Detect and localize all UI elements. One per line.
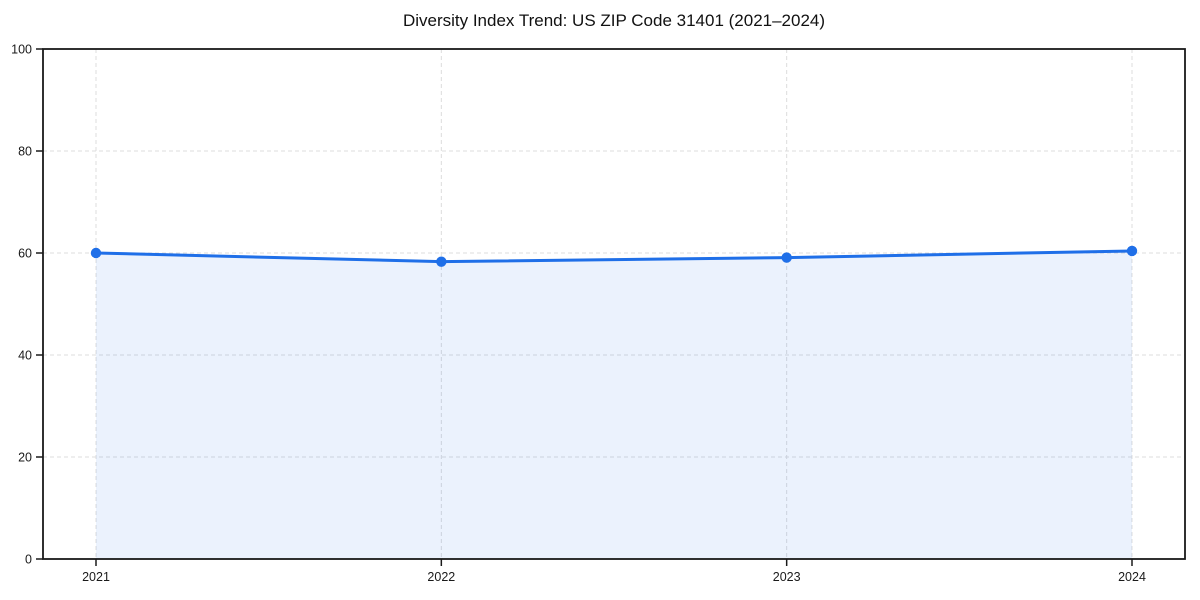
x-tick-label: 2021	[82, 570, 110, 584]
y-tick-label: 20	[18, 451, 32, 465]
y-tick-label: 100	[11, 43, 32, 57]
data-points	[90, 245, 1138, 267]
data-point-marker	[436, 256, 447, 267]
x-tick-label: 2024	[1118, 570, 1146, 584]
y-tick-label: 80	[18, 145, 32, 159]
trend-line	[94, 249, 1134, 264]
y-tick-label: 40	[18, 349, 32, 363]
plot-border-frame	[42, 48, 1186, 560]
axis-ticks	[36, 48, 1133, 566]
x-tick-label: 2023	[773, 570, 801, 584]
area-fill	[96, 250, 1132, 559]
chart-title: Diversity Index Trend: US ZIP Code 31401…	[403, 11, 825, 30]
x-axis-tick-labels: 2021 2022 2023 2024	[82, 570, 1146, 584]
x-tick-label: 2022	[427, 570, 455, 584]
data-point-marker	[90, 247, 102, 259]
y-tick-label: 60	[18, 247, 32, 261]
data-point-marker	[781, 252, 792, 263]
y-axis-tick-labels: 0 20 40 60 80 100	[11, 43, 32, 567]
y-tick-label: 0	[25, 553, 32, 567]
data-point-marker	[1126, 245, 1138, 257]
